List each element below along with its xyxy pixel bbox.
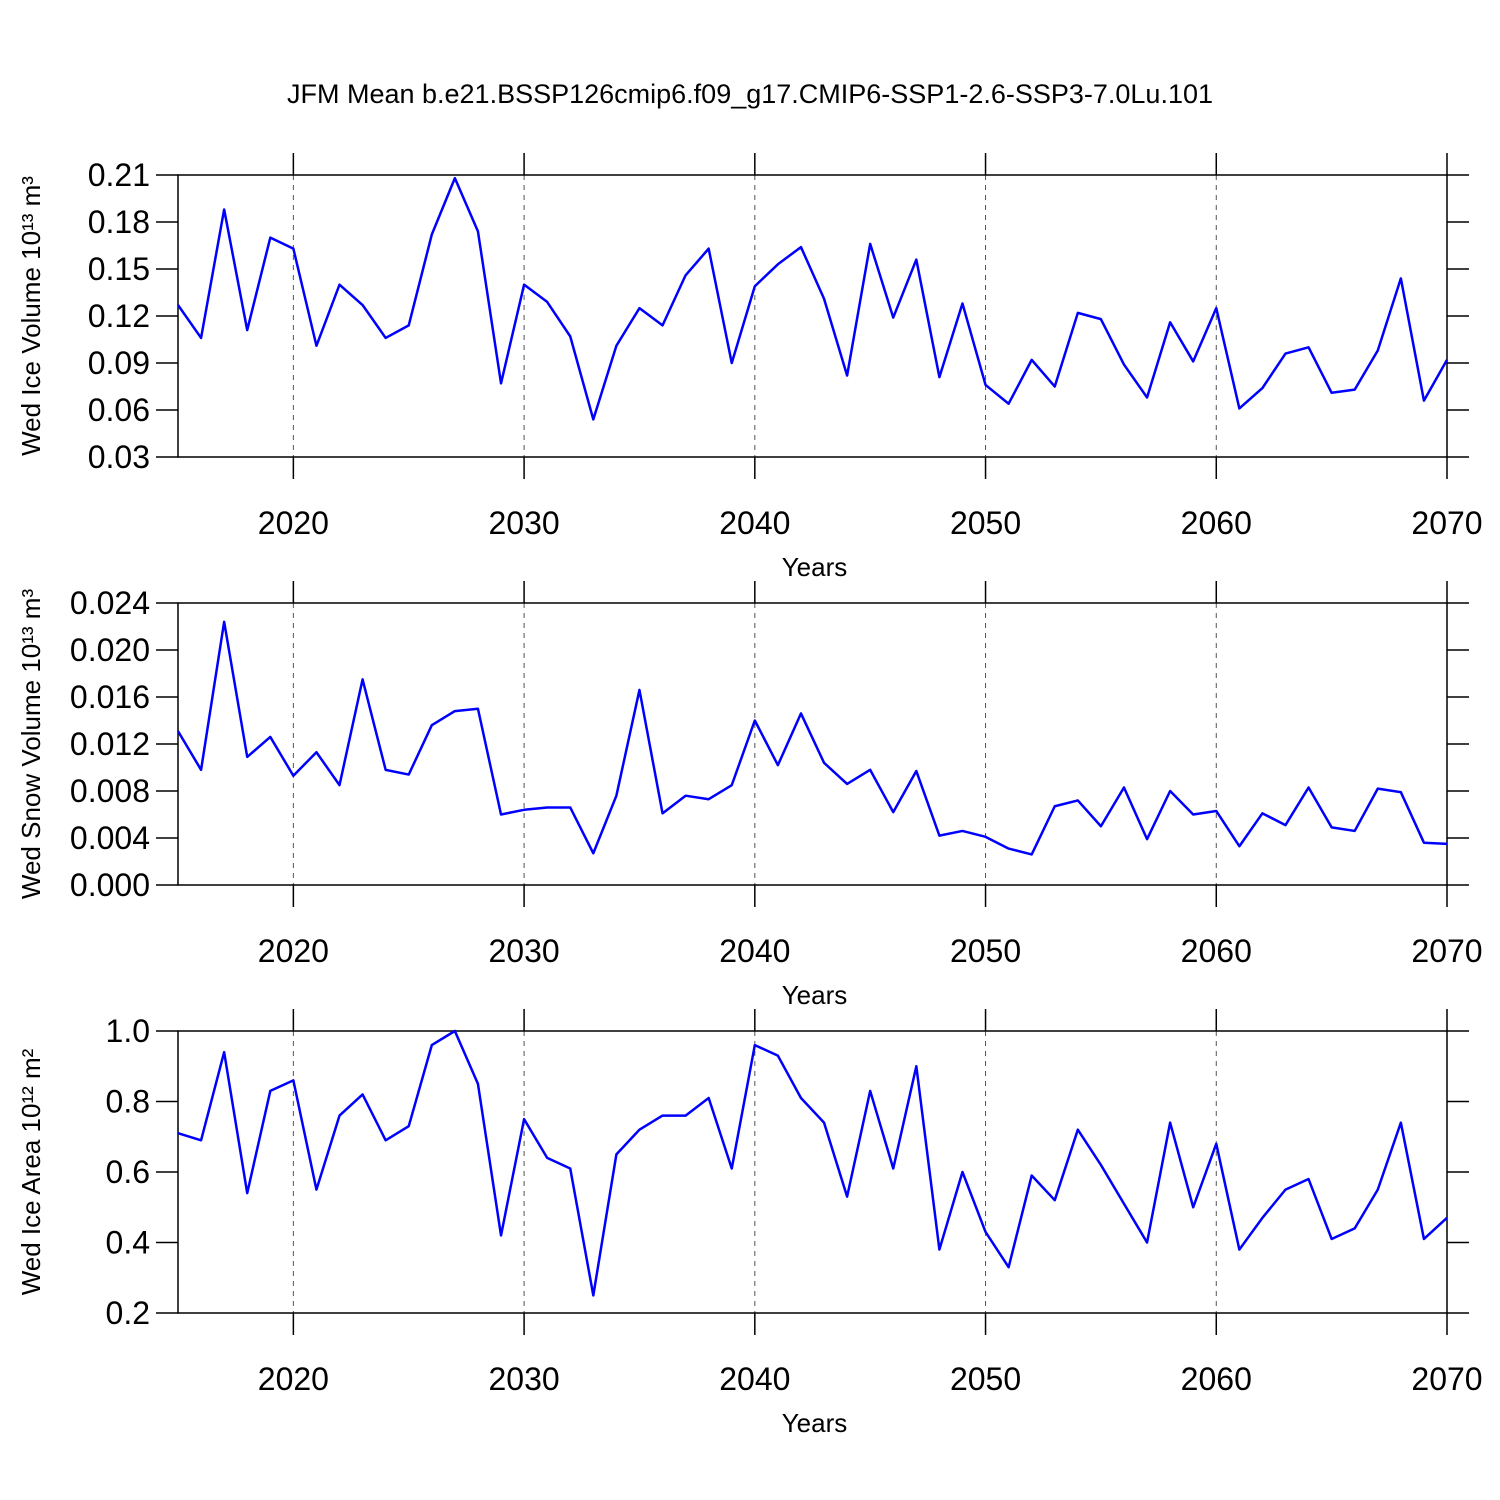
plot-frame [177,602,1448,886]
x-tick-label: 2050 [950,1361,1021,1397]
panel: 2020 2030 2040 2050 2060 2070 0.2 0.4 0.6 0.8 1.0 Y… [16,1009,1483,1438]
y-tick-label: 0.12 [88,298,150,334]
x-tick-label: 2030 [488,505,559,541]
x-tick-label: 2040 [719,933,790,969]
x-tick-label: 2070 [1411,1361,1482,1397]
y-axis-label: Wed Ice Area 10¹² m² [16,1048,46,1295]
x-tick-label: 2060 [1181,505,1252,541]
x-tick-label: 2020 [258,933,329,969]
x-tick-label: 2030 [488,1361,559,1397]
data-line [177,1029,1448,1297]
y-tick-label: 0.2 [106,1295,150,1331]
x-tick-label: 2070 [1411,505,1482,541]
x-tick-label: 2030 [488,933,559,969]
y-axis-label: Wed Snow Volume 10¹³ m³ [16,589,46,900]
x-axis-label: Years [782,552,848,582]
y-tick-label: 0.4 [106,1225,150,1261]
y-tick-label: 0.004 [70,820,150,856]
y-tick-label: 0.15 [88,251,150,287]
panel: 2020 2030 2040 2050 2060 2070 0.000 0.004 0.008 0… [16,581,1483,1010]
y-tick-label: 0.09 [88,345,150,381]
y-tick-label: 0.21 [88,157,150,193]
x-tick-label: 2050 [950,933,1021,969]
y-tick-label: 0.008 [70,773,150,809]
y-tick-label: 0.8 [106,1084,150,1120]
y-tick-label: 0.03 [88,439,150,475]
y-tick-label: 0.016 [70,679,150,715]
y-tick-label: 0.012 [70,726,150,762]
y-tick-label: 1.0 [106,1013,150,1049]
plot-frame [177,1030,1448,1314]
y-axis-label: Wed Ice Volume 10¹³ m³ [16,176,46,456]
y-tick-label: 0.024 [70,585,150,621]
plot-frame [177,174,1448,458]
panel: 2020 2030 2040 2050 2060 2070 0.03 0.06 0.09 0.12… [16,153,1483,582]
x-tick-label: 2020 [258,505,329,541]
y-tick-label: 0.06 [88,392,150,428]
x-axis-label: Years [782,1408,848,1438]
x-tick-label: 2050 [950,505,1021,541]
x-tick-label: 2060 [1181,933,1252,969]
y-tick-label: 0.000 [70,867,150,903]
x-tick-label: 2070 [1411,933,1482,969]
data-line [176,176,1449,421]
x-axis-label: Years [782,980,848,1010]
data-line [176,620,1448,856]
y-tick-label: 0.020 [70,632,150,668]
y-tick-label: 0.6 [106,1154,150,1190]
x-tick-label: 2020 [258,1361,329,1397]
figure-title: JFM Mean b.e21.BSSP126cmip6.f09_g17.CMIP… [287,79,1213,109]
x-tick-label: 2060 [1181,1361,1252,1397]
x-tick-label: 2040 [719,1361,790,1397]
x-tick-label: 2040 [719,505,790,541]
y-tick-label: 0.18 [88,204,150,240]
